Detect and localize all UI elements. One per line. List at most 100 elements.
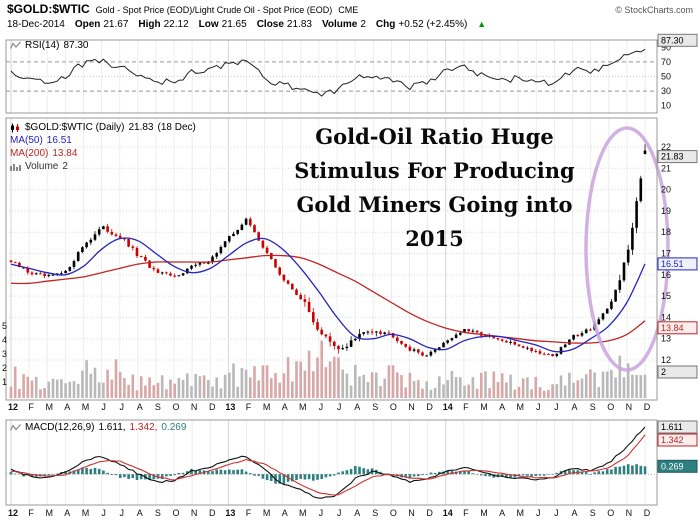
svg-text:90: 90	[661, 42, 671, 52]
svg-text:14: 14	[661, 312, 671, 322]
gridlines	[6, 40, 657, 505]
change-value: +0.52 (+2.45%)	[398, 19, 468, 30]
svg-text:A: A	[499, 402, 505, 412]
svg-text:O: O	[607, 508, 614, 518]
volume-overlay-value: 2	[62, 161, 68, 172]
svg-text:J: J	[119, 402, 124, 412]
svg-text:F: F	[246, 508, 252, 518]
svg-text:F: F	[463, 508, 469, 518]
svg-text:O: O	[390, 402, 397, 412]
svg-text:M: M	[263, 508, 271, 518]
svg-text:A: A	[571, 508, 577, 518]
volume-overlay-label: Volume	[25, 161, 59, 172]
svg-text:A: A	[64, 402, 70, 412]
rsi-value: 87.30	[63, 40, 89, 51]
svg-text:M: M	[263, 402, 271, 412]
ma200-value: 13.84	[52, 148, 78, 159]
ma50-label: MA(50)	[10, 135, 43, 146]
svg-text:M: M	[299, 402, 307, 412]
candlestick-icon	[10, 123, 21, 133]
svg-text:A: A	[137, 402, 143, 412]
svg-text:O: O	[607, 402, 614, 412]
quote-low: Low 21.65	[199, 19, 247, 30]
annotation-line-1: Gold-Oil Ratio Huge	[315, 124, 554, 149]
svg-text:M: M	[45, 508, 53, 518]
svg-text:1.611: 1.611	[661, 422, 683, 432]
svg-text:21.83: 21.83	[661, 152, 684, 162]
ma50-value: 16.51	[46, 135, 72, 146]
svg-text:O: O	[172, 508, 179, 518]
rsi-panel-legend: RSI(14) 87.30	[10, 40, 88, 51]
volume-label: Volume	[321, 19, 358, 30]
macd-indicator-icon	[10, 423, 21, 432]
svg-text:D: D	[209, 508, 216, 518]
svg-text:15: 15	[661, 291, 671, 301]
svg-text:1: 1	[2, 377, 7, 387]
svg-text:J: J	[101, 508, 106, 518]
symbol: $GOLD:$WTIC	[7, 2, 90, 16]
macd-label: MACD(12,26,9)	[25, 422, 95, 433]
svg-text:N: N	[408, 508, 415, 518]
svg-text:19: 19	[661, 206, 671, 216]
macd-panel-legend: MACD(12,26,9) 1.611 1.342 0.269	[10, 422, 186, 433]
svg-text:N: N	[408, 402, 415, 412]
svg-text:D: D	[426, 402, 433, 412]
svg-text:18: 18	[661, 227, 671, 237]
axis-labels: 9070503010222120191817161514131254321121…	[2, 42, 671, 518]
svg-text:A: A	[499, 508, 505, 518]
svg-text:M: M	[480, 402, 488, 412]
svg-text:12: 12	[661, 355, 671, 365]
symbol-description: Gold - Spot Price (EOD)/Light Crude Oil …	[95, 5, 333, 15]
svg-text:87.30: 87.30	[661, 35, 684, 45]
svg-text:A: A	[282, 402, 288, 412]
close-label: Close	[256, 19, 284, 30]
svg-text:A: A	[571, 402, 577, 412]
svg-text:13: 13	[225, 508, 235, 518]
svg-text:J: J	[554, 508, 559, 518]
ma200-label: MA(200)	[10, 148, 49, 159]
svg-text:N: N	[191, 508, 198, 518]
svg-text:13.84: 13.84	[661, 323, 684, 333]
svg-text:14: 14	[443, 402, 453, 412]
change-label: Chg	[375, 19, 396, 30]
quote-row: 18-Dec-2014 Open 21.67 High 22.12 Low 21.65…	[7, 19, 486, 30]
volume-bars	[9, 340, 647, 398]
main-series-value: 21.83	[128, 122, 154, 133]
svg-text:S: S	[590, 402, 596, 412]
volume-value: 2	[360, 19, 366, 30]
svg-text:S: S	[372, 402, 378, 412]
open-value: 21.67	[103, 19, 129, 30]
annotation-line-2: Stimulus For Producing	[294, 158, 575, 183]
svg-text:A: A	[137, 508, 143, 518]
svg-text:30: 30	[661, 86, 671, 96]
svg-text:5: 5	[2, 321, 7, 331]
svg-text:3: 3	[2, 349, 7, 359]
svg-text:N: N	[626, 402, 633, 412]
main-panel-legend: $GOLD:$WTIC (Daily) 21.83 (18 Dec) MA(50…	[10, 121, 196, 173]
macd-hist-value: 0.269	[161, 422, 187, 433]
svg-text:12: 12	[8, 402, 18, 412]
macd-line	[10, 426, 646, 499]
chart-header: $GOLD:$WTIC Gold - Spot Price (EOD)/Ligh…	[7, 2, 693, 16]
svg-text:O: O	[390, 508, 397, 518]
low-value: 21.65	[221, 19, 247, 30]
svg-text:22: 22	[661, 142, 671, 152]
quote-close: Close 21.83	[257, 19, 312, 30]
svg-text:70: 70	[661, 57, 671, 67]
svg-text:A: A	[282, 508, 288, 518]
signal-line	[10, 434, 646, 496]
svg-text:F: F	[246, 402, 252, 412]
svg-text:S: S	[155, 508, 161, 518]
panel-borders	[5, 39, 658, 506]
high-label: High	[138, 19, 161, 30]
change-up-arrow: ▲	[477, 19, 487, 29]
rsi-line	[10, 48, 646, 97]
chart-annotation-text: Gold-Oil Ratio Huge Stimulus For Produci…	[282, 120, 587, 256]
svg-text:12: 12	[8, 508, 18, 518]
exchange: CME	[338, 5, 359, 15]
svg-text:M: M	[82, 508, 90, 518]
svg-text:M: M	[82, 402, 90, 412]
svg-text:J: J	[337, 508, 342, 518]
